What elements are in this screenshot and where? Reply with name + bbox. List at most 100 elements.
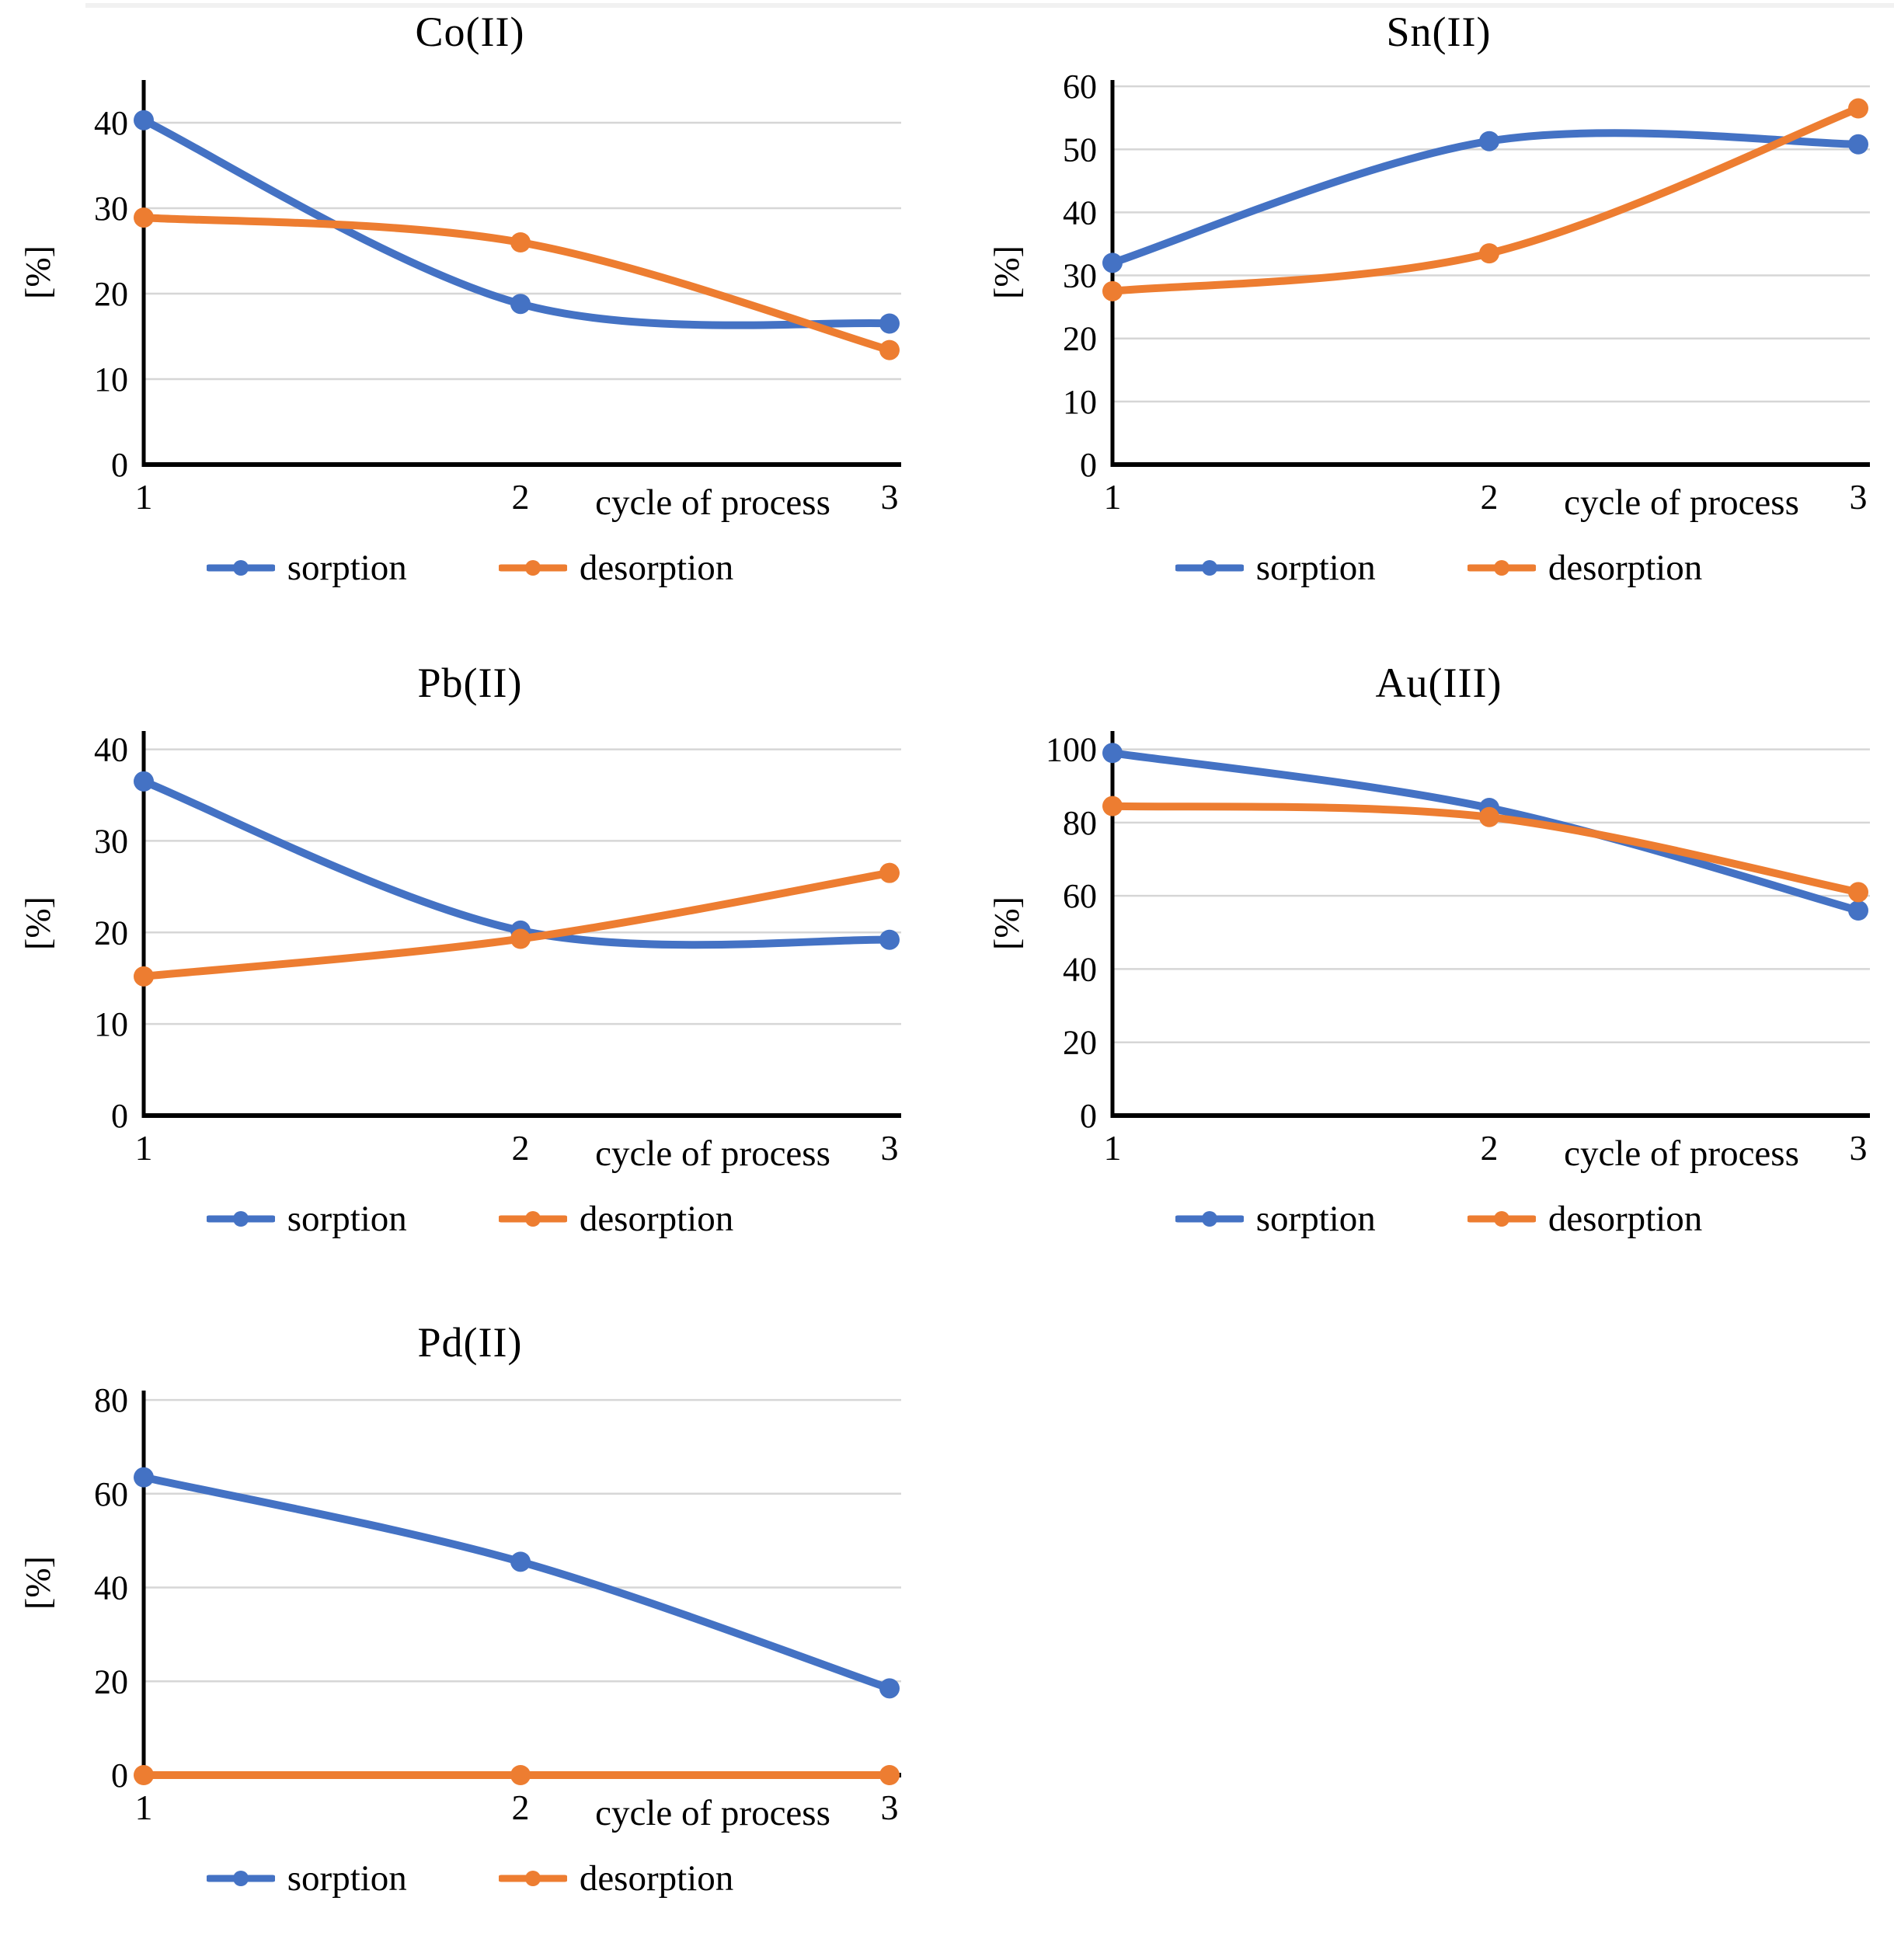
series-marker-sorption <box>510 294 531 315</box>
y-tick-label: 30 <box>94 190 128 228</box>
chart-legend-au: sorption desorption <box>992 1198 1885 1240</box>
chart-plot-au: 0 20 40 60 80 100 [%] 1 2 3 cycle of process <box>992 731 1870 1174</box>
y-tick-label: 50 <box>1063 131 1097 169</box>
y-tick-label: 0 <box>1080 446 1097 484</box>
x-axis-title: cycle of process <box>1564 1133 1799 1174</box>
chart-legend-co: sorption desorption <box>23 547 917 589</box>
y-tick-label: 80 <box>94 1381 128 1419</box>
sorption-line-icon <box>206 1871 275 1886</box>
legend-label-sorption: sorption <box>287 1199 407 1239</box>
chart-legend-sn: sorption desorption <box>992 547 1885 589</box>
y-tick-label: 10 <box>94 360 128 399</box>
chart-legend-pb: sorption desorption <box>23 1198 917 1240</box>
y-tick-label: 10 <box>94 1005 128 1043</box>
chart-legend-pd: sorption desorption <box>23 1857 917 1899</box>
legend-label-desorption: desorption <box>1548 548 1703 588</box>
series-line-sorption <box>1109 129 1862 267</box>
legend-item-sorption: sorption <box>206 1857 407 1899</box>
series-marker-desorption <box>510 1765 531 1785</box>
legend-label-sorption: sorption <box>1255 1199 1376 1239</box>
x-axis-title: cycle of process <box>1564 482 1799 523</box>
x-tick-label: 1 <box>1104 477 1122 517</box>
legend-item-sorption: sorption <box>1175 1198 1376 1240</box>
x-tick-label: 1 <box>1104 1128 1122 1168</box>
series-marker-sorption <box>879 929 900 950</box>
x-axis-title: cycle of process <box>595 1133 830 1174</box>
series-marker-sorption <box>1102 252 1123 273</box>
legend-item-desorption: desorption <box>1467 547 1703 589</box>
chart-title-pb: Pb(II) <box>417 660 523 706</box>
x-tick-label: 3 <box>881 1788 899 1827</box>
desorption-line-icon <box>498 1211 567 1227</box>
series-marker-sorption <box>134 110 154 131</box>
series-marker-sorption <box>879 313 900 334</box>
chart-title-au: Au(III) <box>1375 660 1502 706</box>
legend-label-desorption: desorption <box>579 1858 734 1899</box>
y-tick-label: 20 <box>94 914 128 952</box>
x-axis-title: cycle of process <box>595 1793 830 1833</box>
sorption-line-icon <box>206 560 275 576</box>
x-axis-title: cycle of process <box>595 482 830 523</box>
chart-title-sn: Sn(II) <box>1386 9 1492 55</box>
sorption-line-icon <box>1175 1211 1244 1227</box>
series-marker-desorption <box>134 1765 154 1785</box>
desorption-line-icon <box>498 1871 567 1886</box>
chart-cell-au: Au(III) 0 20 40 60 80 100 [%] 1 2 3 cycle of proce… <box>947 621 1894 1286</box>
chart-cell-pd: Pd(II) 0 20 40 60 80 [%] 1 2 3 cycle of process s… <box>0 1286 947 1960</box>
desorption-line-icon <box>498 560 567 576</box>
x-tick-label: 1 <box>135 477 153 517</box>
y-axis-title: [%] <box>23 245 57 299</box>
y-tick-label: 80 <box>1063 804 1097 842</box>
y-tick-label: 0 <box>111 1756 128 1795</box>
legend-label-desorption: desorption <box>579 548 734 588</box>
x-tick-label: 3 <box>881 1128 899 1168</box>
y-tick-label: 40 <box>1063 193 1097 232</box>
series-marker-desorption <box>1102 280 1123 301</box>
y-axis-title: [%] <box>23 896 57 950</box>
y-tick-label: 60 <box>1063 68 1097 106</box>
x-tick-label: 2 <box>512 1128 530 1168</box>
sorption-line-icon <box>206 1211 275 1227</box>
series-marker-sorption <box>134 1467 154 1488</box>
y-tick-label: 20 <box>94 275 128 313</box>
legend-item-sorption: sorption <box>206 547 407 589</box>
series-marker-sorption <box>1102 743 1123 764</box>
series-marker-desorption <box>1479 806 1499 827</box>
series-marker-desorption <box>1848 882 1868 903</box>
series-marker-desorption <box>510 928 531 949</box>
legend-item-desorption: desorption <box>498 1198 733 1240</box>
series-line-sorption <box>140 777 893 949</box>
x-tick-label: 3 <box>1850 1128 1868 1168</box>
x-tick-label: 2 <box>512 477 530 517</box>
y-tick-label: 20 <box>1063 320 1097 358</box>
legend-item-desorption: desorption <box>498 547 734 589</box>
x-tick-label: 3 <box>881 477 899 517</box>
series-marker-desorption <box>1479 243 1499 264</box>
legend-item-sorption: sorption <box>206 1198 407 1240</box>
desorption-line-icon <box>1467 1211 1536 1227</box>
y-tick-label: 20 <box>1063 1024 1097 1062</box>
y-tick-label: 40 <box>94 1569 128 1607</box>
chart-cell-co: Co(II) 0 10 20 30 40 [%] 1 2 3 cycle of process s… <box>0 0 947 621</box>
legend-item-desorption: desorption <box>1467 1198 1702 1240</box>
series-marker-sorption <box>1848 900 1868 921</box>
chart-plot-pd: 0 20 40 60 80 [%] 1 2 3 cycle of process <box>23 1381 901 1833</box>
legend-item-sorption: sorption <box>1175 547 1376 589</box>
sorption-line-icon <box>1175 560 1244 576</box>
y-axis-title: [%] <box>23 1556 57 1610</box>
chart-cell-pb: Pb(II) 0 10 20 30 40 [%] 1 2 3 cycle of process s… <box>0 621 947 1286</box>
y-axis-title: [%] <box>992 245 1026 299</box>
series-marker-desorption <box>510 232 531 252</box>
y-tick-label: 0 <box>111 446 128 484</box>
series-marker-sorption <box>1479 131 1499 151</box>
series-marker-sorption <box>134 771 154 792</box>
y-tick-label: 10 <box>1063 383 1097 421</box>
y-tick-label: 30 <box>94 822 128 860</box>
series-marker-desorption <box>134 207 154 228</box>
chart-title-co: Co(II) <box>415 9 525 55</box>
empty-cell <box>947 1286 1894 1960</box>
y-tick-label: 60 <box>94 1475 128 1513</box>
y-tick-label: 30 <box>1063 257 1097 295</box>
chart-cell-sn: Sn(II) 0 10 20 30 40 50 60 [%] 1 2 3 cycle of proce… <box>947 0 1894 621</box>
